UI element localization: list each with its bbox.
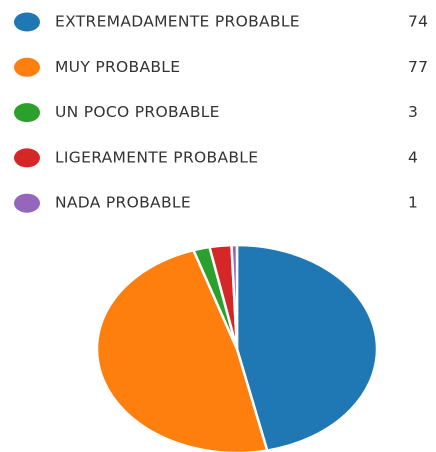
- pie-slice: [235, 243, 379, 452]
- legend-swatch: [14, 148, 40, 168]
- legend-swatch: [14, 12, 40, 32]
- legend-label: EXTREMADAMENTE PROBABLE: [55, 13, 300, 31]
- legend-value: 3: [408, 103, 418, 121]
- legend-label: MUY PROBABLE: [55, 58, 180, 76]
- pie-slice: [95, 248, 269, 452]
- legend-swatch: [14, 103, 40, 123]
- legend-value: 74: [408, 13, 428, 31]
- legend-label: NADA PROBABLE: [55, 194, 191, 212]
- legend-value: 77: [408, 58, 428, 76]
- legend-value: 4: [408, 148, 418, 166]
- legend-label: UN POCO PROBABLE: [55, 103, 220, 121]
- legend-value: 1: [408, 194, 418, 212]
- legend-swatch: [14, 57, 40, 77]
- pie-slice: [230, 243, 239, 350]
- legend-label: LIGERAMENTE PROBABLE: [55, 148, 258, 166]
- legend-swatch: [14, 193, 40, 213]
